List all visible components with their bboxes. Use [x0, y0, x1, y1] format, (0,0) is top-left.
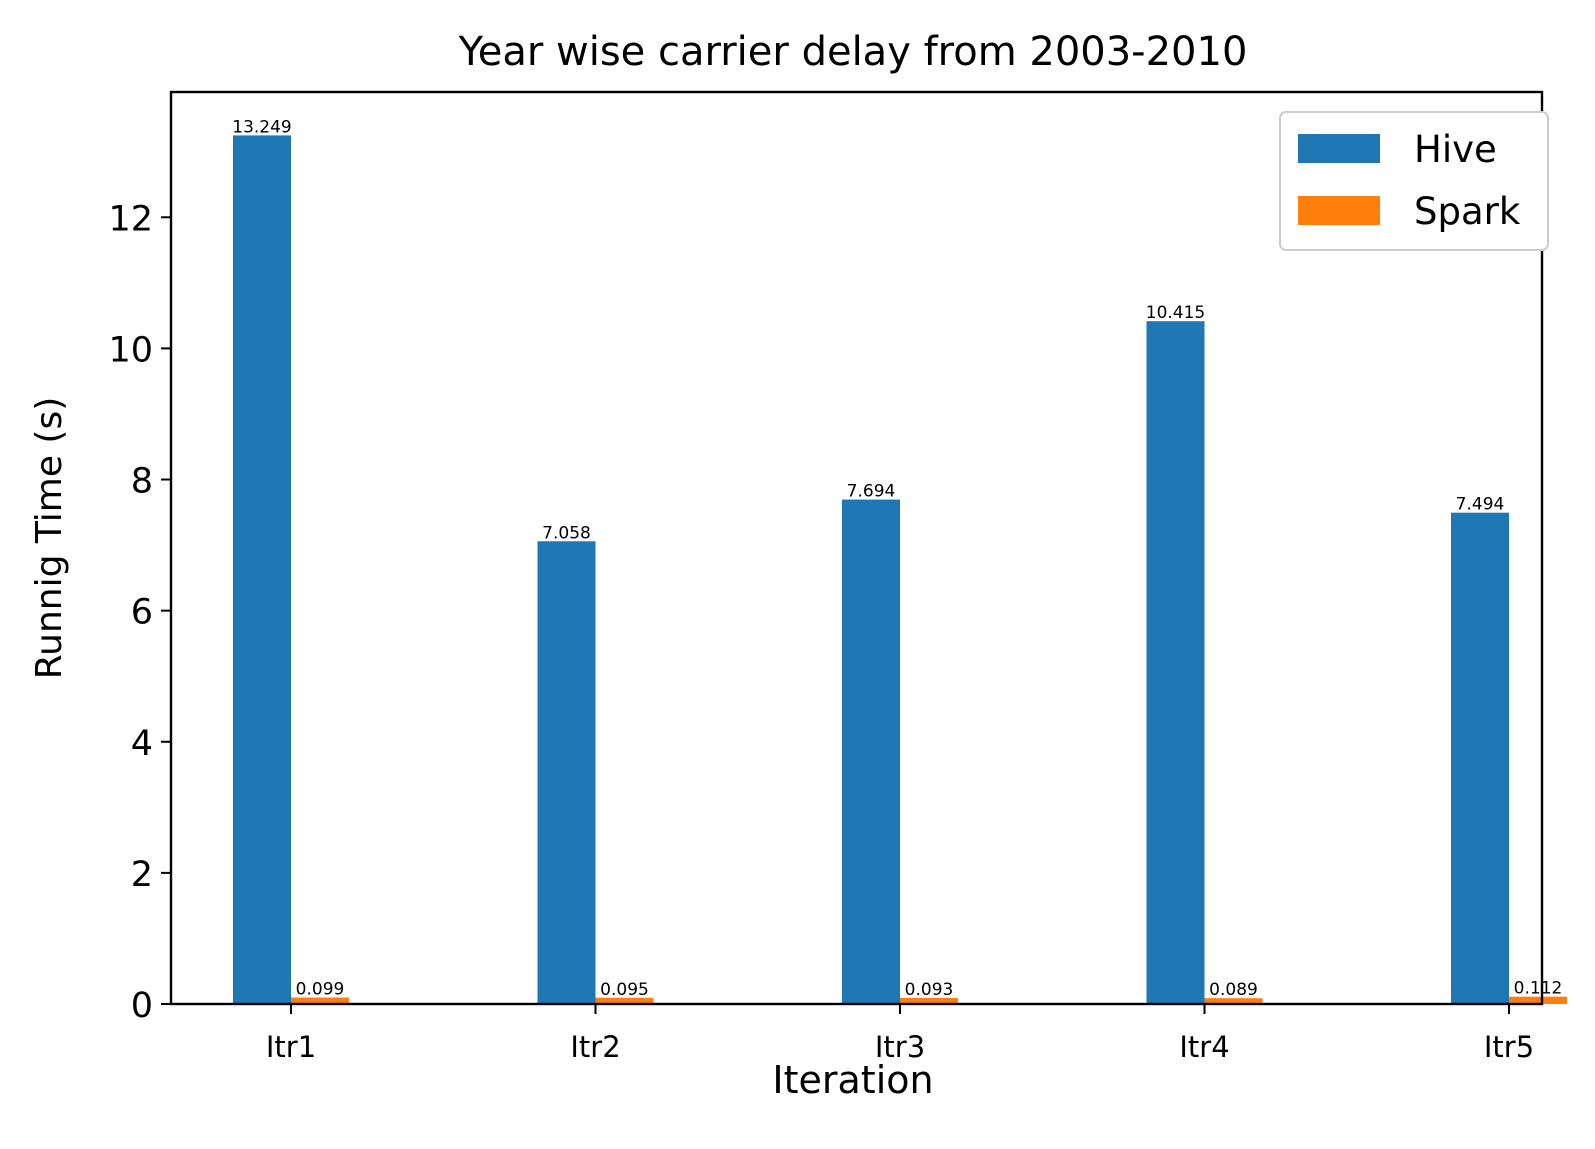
data-label-spark: 0.099 — [296, 980, 345, 1000]
x-axis-label: Iteration — [772, 1058, 933, 1102]
bar-hive — [1146, 321, 1205, 1004]
bar-spark — [595, 997, 654, 1004]
data-label-hive: 10.415 — [1146, 303, 1205, 323]
bar-hive — [233, 135, 291, 1005]
bar-hive — [1451, 512, 1509, 1004]
y-tick-label: 8 — [131, 462, 153, 502]
chart-title: Year wise carrier delay from 2003-2010 — [458, 29, 1248, 75]
data-label-spark: 0.089 — [1209, 980, 1258, 1000]
y-tick-label: 4 — [131, 724, 153, 764]
bar-spark — [1509, 996, 1567, 1004]
plot-frame — [169, 90, 1544, 1006]
data-label-spark: 0.095 — [600, 980, 649, 1000]
legend-label-hive: Hive — [1414, 128, 1497, 171]
x-tick-label: Itr3 — [875, 1030, 925, 1064]
y-tick-label: 6 — [131, 593, 153, 633]
y-tick-label: 0 — [131, 986, 153, 1026]
legend-swatch-spark — [1298, 196, 1380, 225]
bar-spark — [900, 997, 958, 1004]
bar-hive — [537, 541, 596, 1004]
y-tick-label: 10 — [108, 330, 153, 370]
bar-spark — [1204, 998, 1263, 1004]
x-tick-label: Itr2 — [570, 1030, 620, 1064]
data-label-spark: 0.093 — [905, 980, 954, 1000]
plot-area: 0 2 4 6 8 10 12 13.249 0.099 Itr1 7.058 0.095 Itr2 7.… — [108, 117, 1567, 1064]
y-axis-label: Runnig Time (s) — [29, 397, 70, 680]
data-label-hive: 7.058 — [542, 523, 591, 543]
x-tick-label: Itr1 — [266, 1030, 316, 1064]
y-tick-label: 2 — [131, 855, 153, 895]
legend: Hive Spark — [1279, 111, 1549, 251]
x-tick-label: Itr4 — [1179, 1030, 1229, 1064]
legend-swatch-hive — [1298, 134, 1380, 163]
bar-hive — [842, 499, 900, 1004]
y-tick-label: 12 — [108, 199, 153, 239]
x-tick-label: Itr5 — [1484, 1030, 1534, 1064]
data-label-spark: 0.112 — [1514, 979, 1563, 999]
data-label-hive: 7.494 — [1456, 495, 1505, 515]
data-label-hive: 13.249 — [232, 117, 291, 137]
data-label-hive: 7.694 — [847, 482, 896, 502]
bar-spark — [291, 997, 349, 1004]
legend-label-spark: Spark — [1414, 190, 1521, 233]
